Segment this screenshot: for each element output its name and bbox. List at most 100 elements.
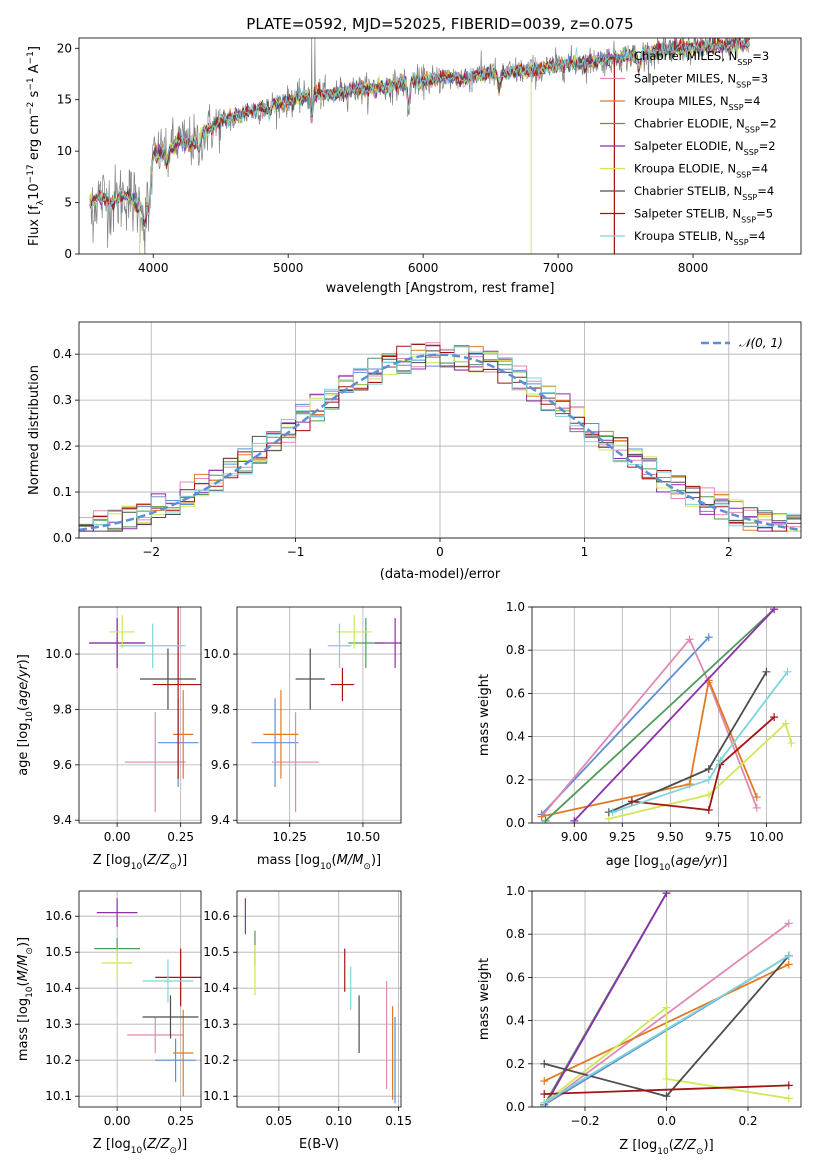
x-axis-label-part: ⊙ (169, 862, 177, 872)
y-tick-label: 15 (57, 93, 72, 107)
legend-subscript: SSP (744, 148, 759, 157)
weight-marker (752, 803, 761, 812)
legend-subscript: SSP (737, 58, 752, 67)
errorbar-chabrier-stelib (140, 648, 196, 710)
panel-residuals: −2 −1 0 1 2 0.0 0.1 0.2 0.3 0.4 (data-model)/error… (27, 321, 802, 582)
y-tick-label: 0.4 (53, 347, 72, 361)
x-tick-label: 0.00 (104, 830, 131, 844)
x-axis-label-part: )] (371, 853, 381, 868)
weight-line-salpeter-stelib (540, 1081, 793, 1099)
x-axis-label: Z [log10(Z/Z⊙)] (93, 853, 187, 872)
weight-marker (770, 607, 779, 614)
x-tick-label: 0.10 (325, 1114, 352, 1128)
panel-weight-vs-Z: −0.2 0.0 0.2 0.0 0.2 0.4 0.6 0.8 1.0 Z [log10(Z/Z… (477, 884, 802, 1157)
x-axis-label-part: ( (669, 1138, 674, 1153)
x-axis-label-part: ( (670, 854, 675, 869)
weight-line (612, 671, 789, 814)
weight-marker (704, 775, 713, 784)
weight-marker (770, 713, 779, 722)
panel-spectrum: 4000 5000 6000 7000 8000 0 5 10 15 20 wavelength [… (26, 37, 802, 296)
y-axis-label-part: −2 (26, 102, 36, 115)
x-axis-label: E(B-V) (299, 1137, 339, 1152)
axes-frame (78, 606, 202, 824)
y-tick-label: 10.0 (203, 647, 230, 661)
y-axis-label-part: mass [ (16, 1018, 31, 1061)
panel-age-vs-mass: 10.25 10.50 9.4 9.6 9.8 10.0 mass [log10(M/M⊙)… (203, 606, 402, 872)
weight-marker (662, 1092, 671, 1101)
errorbar-chabrier-miles (155, 1038, 196, 1082)
errorbar-kroupa-stelib (119, 623, 186, 668)
y-tick-label: 0.6 (506, 970, 525, 984)
model-line-kroupa-stelib (89, 39, 750, 219)
weight-marker (784, 960, 793, 969)
weight-marker (570, 816, 579, 823)
y-tick-label: 0 (64, 247, 72, 261)
errorbar-salpeter-elodie (96, 898, 138, 927)
y-axis-label-part: 10 (25, 711, 35, 723)
legend-label: Kroupa MILES, N (634, 94, 729, 108)
x-axis-label-part: log (637, 1138, 657, 1153)
y-axis-label-part: ⊙ (25, 947, 35, 955)
legend-value: =2 (759, 139, 776, 153)
y-tick-label: 0.2 (53, 439, 72, 453)
axes-frame (531, 890, 802, 1108)
y-axis-label-part: Normed distribution (27, 365, 42, 495)
x-axis-label-part: (data-model)/error (380, 567, 501, 582)
histogram-kroupa-stelib (79, 343, 801, 538)
y-tick-label: 9.8 (211, 702, 230, 716)
legend-entry: Chabrier ELODIE, NSSP=2 (634, 117, 777, 135)
x-axis-label: mass [log10(M/M⊙)] (257, 853, 381, 872)
normal-curve (79, 353, 801, 532)
x-tick-label: 10.50 (346, 830, 380, 844)
weight-line (608, 671, 768, 814)
errorbar-salpeter-miles (272, 712, 319, 812)
legend-subscript: SSP (741, 215, 756, 224)
x-axis-label-part: Z/Z (146, 853, 170, 868)
errorbar-kroupa-elodie (109, 615, 135, 649)
x-tick-label: −2 (142, 545, 160, 559)
panel-age-vs-Z: 0.00 0.259.49.69.810.0Z [log10(Z/Z⊙)]age … (16, 606, 202, 872)
weight-marker (540, 1090, 549, 1099)
weight-line-kroupa-stelib (540, 951, 793, 1107)
weight-marker (685, 635, 694, 644)
legend-entry: Kroupa STELIB, NSSP=4 (634, 229, 765, 247)
weight-marker (627, 797, 636, 806)
x-axis-label-part: Z [ (93, 1137, 111, 1152)
weight-marker (541, 816, 550, 823)
x-tick-label: 0.05 (266, 1114, 293, 1128)
x-tick-label: 0.2 (738, 1114, 757, 1128)
weight-line (631, 716, 775, 811)
x-axis-label-part: mass [ (257, 853, 300, 868)
y-axis-label-part: 10 (25, 986, 35, 998)
axes-frame (78, 321, 802, 539)
weight-line (544, 1084, 789, 1095)
x-tick-label: 7000 (543, 261, 574, 275)
y-tick-label: 10.4 (45, 981, 72, 995)
y-tick-label: 0.1 (53, 485, 72, 499)
y-tick-label: 9.8 (53, 702, 72, 716)
x-axis-label-part: ( (142, 853, 147, 868)
x-axis-label-part: ⊙ (363, 862, 371, 872)
x-axis-label-part: )] (177, 1137, 187, 1152)
weight-marker (662, 1003, 671, 1012)
y-axis-label-part: A (27, 64, 42, 77)
weight-line (541, 677, 758, 818)
legend-entry: Chabrier STELIB, NSSP=4 (634, 184, 774, 202)
axes-frame (78, 37, 802, 255)
weight-marker (752, 793, 761, 802)
x-tick-label: 0.25 (167, 1114, 194, 1128)
y-axis-label-part: erg cm (27, 115, 42, 164)
x-axis-label-part: wavelength [Angstrom, rest frame] (326, 281, 555, 296)
weight-marker (540, 1077, 549, 1086)
legend-entry: Salpeter MILES, NSSP=3 (634, 72, 768, 90)
errorbar-chabrier-stelib (142, 995, 199, 1039)
x-axis-label: Z [log10(Z/Z⊙)] (619, 1138, 713, 1157)
y-tick-label: 10.1 (45, 1089, 72, 1103)
figure-title: PLATE=0592, MJD=52025, FIBERID=0039, z=0… (246, 15, 633, 33)
y-axis-label-part: ( (16, 981, 31, 986)
y-tick-label: 10.0 (45, 647, 72, 661)
y-axis-label: age [log10(age/yr)] (16, 654, 35, 776)
x-axis-label-part: M/M (337, 853, 364, 868)
